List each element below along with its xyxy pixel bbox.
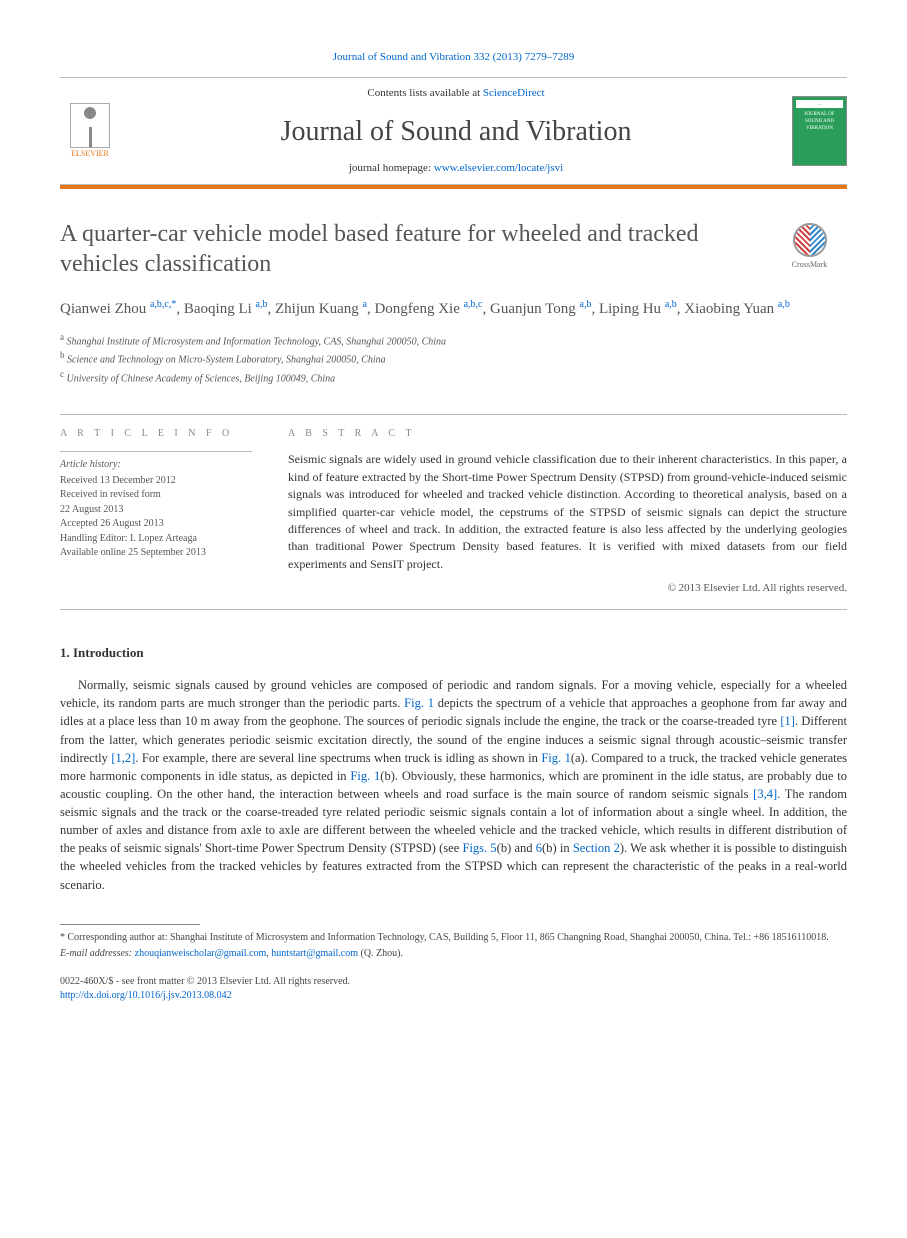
corresponding-author-note: * Corresponding author at: Shanghai Inst… xyxy=(60,931,847,945)
elsevier-logo[interactable]: ELSEVIER xyxy=(60,96,120,166)
doi-link[interactable]: http://dx.doi.org/10.1016/j.jsv.2013.08.… xyxy=(60,990,232,1001)
author-affiliation-link[interactable]: a,b,c,* xyxy=(150,299,176,310)
article-history-lines: Received 13 December 2012Received in rev… xyxy=(60,474,252,561)
journal-citation-link[interactable]: Journal of Sound and Vibration 332 (2013… xyxy=(60,50,847,65)
figure-link[interactable]: Figs. 5 xyxy=(463,841,497,855)
footer-block: 0022-460X/$ - see front matter © 2013 El… xyxy=(60,975,847,1003)
article-history-label: Article history: xyxy=(60,458,252,473)
orange-rule xyxy=(60,185,847,189)
cover-thumb-text: JOURNAL OF SOUND AND VIBRATION xyxy=(796,111,843,132)
article-info-heading: A R T I C L E I N F O xyxy=(60,427,252,442)
header-center: Contents lists available at ScienceDirec… xyxy=(120,86,792,176)
email-label: E-mail addresses: xyxy=(60,948,135,959)
author: Xiaobing Yuan a,b xyxy=(684,301,790,317)
figure-link[interactable]: Fig. 1 xyxy=(350,769,380,783)
contents-prefix: Contents lists available at xyxy=(367,87,482,99)
authors-list: Qianwei Zhou a,b,c,*, Baoqing Li a,b, Zh… xyxy=(60,297,847,321)
homepage-line: journal homepage: www.elsevier.com/locat… xyxy=(130,161,782,176)
figure-link[interactable]: 6 xyxy=(536,841,542,855)
author-affiliation-link[interactable]: a xyxy=(363,299,367,310)
crossmark-badge[interactable]: CrossMark xyxy=(772,223,847,270)
affiliations-list: a Shanghai Institute of Microsystem and … xyxy=(60,331,847,386)
affiliation-line: a Shanghai Institute of Microsystem and … xyxy=(60,331,847,349)
intro-paragraph: Normally, seismic signals caused by grou… xyxy=(60,676,847,894)
figure-link[interactable]: Fig. 1 xyxy=(404,696,434,710)
history-line: Available online 25 September 2013 xyxy=(60,546,252,561)
figure-link[interactable]: Fig. 1 xyxy=(541,751,571,765)
journal-title: Journal of Sound and Vibration xyxy=(130,112,782,151)
front-matter-line: 0022-460X/$ - see front matter © 2013 El… xyxy=(60,975,847,989)
cover-thumb-top: — xyxy=(796,100,843,108)
author-email-2[interactable]: huntstart@gmail.com xyxy=(271,948,358,959)
homepage-prefix: journal homepage: xyxy=(349,162,434,174)
info-rule xyxy=(60,451,252,452)
affiliation-line: b Science and Technology on Micro-System… xyxy=(60,349,847,367)
elsevier-tree-icon xyxy=(70,103,110,148)
author: Zhijun Kuang a xyxy=(275,301,367,317)
abstract-heading: A B S T R A C T xyxy=(288,427,847,442)
elsevier-label: ELSEVIER xyxy=(71,148,109,159)
author: Baoqing Li a,b xyxy=(184,301,268,317)
article-title: A quarter-car vehicle model based featur… xyxy=(60,219,847,279)
homepage-link[interactable]: www.elsevier.com/locate/jsvi xyxy=(434,162,563,174)
author-affiliation-link[interactable]: a,b xyxy=(580,299,592,310)
reference-link[interactable]: [1] xyxy=(780,714,795,728)
abstract-copyright: © 2013 Elsevier Ltd. All rights reserved… xyxy=(288,581,847,597)
footnotes: * Corresponding author at: Shanghai Inst… xyxy=(60,931,847,961)
crossmark-icon xyxy=(793,223,827,257)
history-line: Accepted 26 August 2013 xyxy=(60,517,252,532)
info-abstract-row: A R T I C L E I N F O Article history: R… xyxy=(60,414,847,610)
history-line: Received 13 December 2012 xyxy=(60,474,252,489)
contents-lists-line: Contents lists available at ScienceDirec… xyxy=(130,86,782,101)
author-email-1[interactable]: zhouqianweischolar@gmail.com xyxy=(135,948,267,959)
page-root: Journal of Sound and Vibration 332 (2013… xyxy=(0,0,907,1043)
author: Dongfeng Xie a,b,c xyxy=(374,301,482,317)
reference-link[interactable]: [3,4] xyxy=(753,787,777,801)
crossmark-label: CrossMark xyxy=(772,259,847,270)
history-line: Handling Editor: I. Lopez Arteaga xyxy=(60,532,252,547)
history-line: 22 August 2013 xyxy=(60,503,252,518)
author-affiliation-link[interactable]: a,b xyxy=(778,299,790,310)
author-affiliation-link[interactable]: a,b xyxy=(256,299,268,310)
section-link[interactable]: Section 2 xyxy=(573,841,620,855)
journal-cover-thumb[interactable]: — JOURNAL OF SOUND AND VIBRATION xyxy=(792,96,847,166)
sciencedirect-link[interactable]: ScienceDirect xyxy=(483,87,545,99)
title-block: A quarter-car vehicle model based featur… xyxy=(60,219,847,279)
abstract-box: A B S T R A C T Seismic signals are wide… xyxy=(270,415,847,609)
author-affiliation-link[interactable]: a,b,c xyxy=(464,299,483,310)
author: Liping Hu a,b xyxy=(599,301,677,317)
author: Qianwei Zhou a,b,c,* xyxy=(60,301,176,317)
article-info-box: A R T I C L E I N F O Article history: R… xyxy=(60,415,270,609)
author-affiliation-link[interactable]: a,b xyxy=(665,299,677,310)
journal-header: ELSEVIER Contents lists available at Sci… xyxy=(60,77,847,185)
affiliation-line: c University of Chinese Academy of Scien… xyxy=(60,368,847,386)
author: Guanjun Tong a,b xyxy=(490,301,591,317)
section-1-heading: 1. Introduction xyxy=(60,644,847,662)
email-line: E-mail addresses: zhouqianweischolar@gma… xyxy=(60,947,847,961)
abstract-text: Seismic signals are widely used in groun… xyxy=(288,451,847,573)
history-line: Received in revised form xyxy=(60,488,252,503)
email-who: (Q. Zhou). xyxy=(358,948,403,959)
reference-link[interactable]: [1,2] xyxy=(111,751,135,765)
footnote-separator xyxy=(60,924,200,925)
